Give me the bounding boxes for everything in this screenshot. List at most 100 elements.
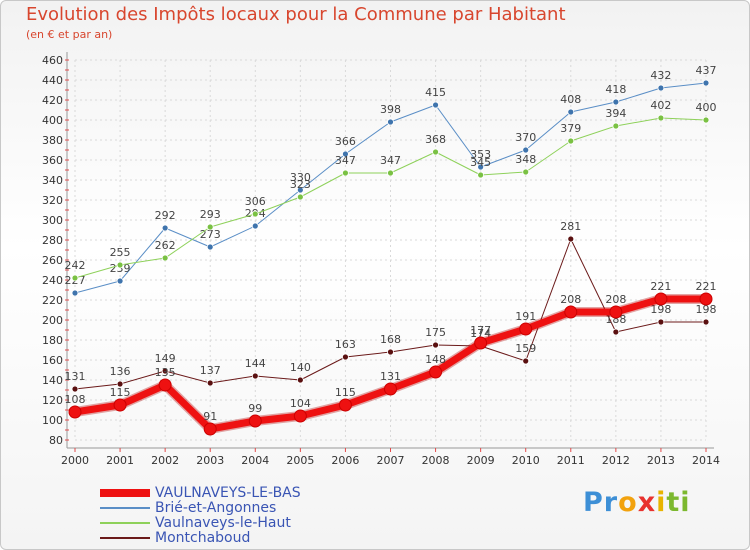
point-bri-et-angonnes	[702, 79, 710, 87]
logo-letter: i	[680, 487, 691, 518]
point-vaulnaveys-le-bas	[203, 422, 217, 436]
point-montchaboud	[657, 318, 665, 326]
data-label-montchaboud: 188	[605, 313, 626, 326]
data-label-montchaboud: 137	[200, 364, 221, 377]
x-tick-label: 2005	[286, 454, 314, 467]
legend-label: Brié-et-Angonnes	[155, 500, 277, 516]
x-tick-label: 2009	[467, 454, 495, 467]
data-label-vaulnaveys-le-haut: 255	[110, 246, 131, 259]
y-tick-label: 300	[42, 214, 63, 227]
point-vaulnaveys-le-bas	[564, 305, 578, 319]
point-vaulnaveys-le-haut	[387, 169, 394, 177]
point-vaulnaveys-le-haut	[161, 254, 169, 262]
x-tick-label: 2011	[557, 454, 585, 467]
data-label-bri-et-angonnes: 239	[110, 262, 131, 275]
legend-swatch	[100, 507, 150, 509]
point-vaulnaveys-le-haut	[342, 169, 349, 177]
point-vaulnaveys-le-bas	[68, 405, 82, 419]
point-bri-et-angonnes	[567, 108, 575, 116]
y-tick-label: 140	[42, 374, 63, 387]
data-label-vaulnaveys-le-bas: 108	[65, 393, 86, 406]
data-label-vaulnaveys-le-haut: 348	[515, 153, 536, 166]
data-label-bri-et-angonnes: 418	[605, 83, 626, 96]
data-label-bri-et-angonnes: 408	[560, 93, 581, 106]
point-vaulnaveys-le-bas	[248, 414, 262, 428]
legend-swatch	[100, 489, 150, 497]
point-bri-et-angonnes	[161, 224, 169, 232]
y-tick-label: 460	[42, 54, 63, 67]
data-label-montchaboud: 140	[290, 361, 311, 374]
x-tick-label: 2004	[241, 454, 269, 467]
point-vaulnaveys-le-haut	[612, 122, 620, 130]
point-vaulnaveys-le-haut	[71, 274, 79, 282]
data-label-montchaboud: 163	[335, 338, 356, 351]
y-tick-label: 260	[42, 254, 63, 267]
legend-swatch	[100, 537, 150, 539]
legend-label: VAULNAVEYS-LE-BAS	[155, 485, 301, 501]
data-label-vaulnaveys-le-haut: 345	[470, 156, 491, 169]
y-tick-label: 120	[42, 394, 63, 407]
y-tick-label: 160	[42, 354, 63, 367]
logo-letter: x	[637, 487, 657, 518]
y-tick-label: 420	[42, 94, 63, 107]
data-label-montchaboud: 174	[470, 327, 491, 340]
data-label-vaulnaveys-le-bas: 221	[696, 280, 717, 293]
point-vaulnaveys-le-bas	[474, 336, 488, 350]
data-label-vaulnaveys-le-haut: 293	[200, 208, 221, 221]
point-vaulnaveys-le-haut	[657, 114, 665, 122]
logo-letter: o	[618, 487, 638, 518]
point-vaulnaveys-le-bas	[609, 305, 623, 319]
x-tick-label: 2000	[61, 454, 89, 467]
point-vaulnaveys-le-haut	[522, 168, 530, 176]
x-tick-label: 2013	[647, 454, 675, 467]
data-label-bri-et-angonnes: 330	[290, 171, 311, 184]
data-label-vaulnaveys-le-bas: 148	[425, 353, 446, 366]
data-label-montchaboud: 149	[155, 352, 176, 365]
data-label-vaulnaveys-le-haut: 394	[605, 107, 626, 120]
point-bri-et-angonnes	[612, 98, 620, 106]
point-vaulnaveys-le-haut	[251, 210, 259, 218]
y-tick-label: 360	[42, 154, 63, 167]
legend-swatch	[100, 522, 150, 524]
point-bri-et-angonnes	[71, 289, 79, 297]
data-label-bri-et-angonnes: 353	[470, 148, 491, 161]
point-vaulnaveys-le-bas	[429, 365, 443, 379]
data-label-vaulnaveys-le-bas: 191	[515, 310, 536, 323]
point-bri-et-angonnes	[116, 277, 124, 285]
point-bri-et-angonnes	[387, 118, 394, 126]
data-label-vaulnaveys-le-haut: 306	[245, 195, 266, 208]
logo-letter: P	[583, 487, 604, 518]
point-bri-et-angonnes	[657, 84, 665, 92]
point-montchaboud	[522, 357, 530, 365]
logo-letter: r	[603, 487, 619, 518]
x-tick-label: 2014	[692, 454, 720, 467]
y-tick-label: 240	[42, 274, 63, 287]
data-label-vaulnaveys-le-haut: 262	[155, 239, 176, 252]
y-tick-label: 320	[42, 194, 63, 207]
data-label-vaulnaveys-le-bas: 221	[650, 280, 671, 293]
point-montchaboud	[702, 318, 710, 326]
data-label-montchaboud: 168	[380, 333, 401, 346]
data-label-bri-et-angonnes: 437	[696, 64, 717, 77]
data-label-vaulnaveys-le-bas: 115	[110, 386, 131, 399]
proxiti-logo: Proxiti	[583, 487, 691, 518]
data-label-bri-et-angonnes: 273	[200, 228, 221, 241]
point-vaulnaveys-le-bas	[519, 322, 533, 336]
data-label-vaulnaveys-le-haut: 347	[335, 154, 356, 167]
y-tick-label: 380	[42, 134, 63, 147]
y-tick-label: 200	[42, 314, 63, 327]
point-montchaboud	[296, 376, 304, 384]
data-label-montchaboud: 144	[245, 357, 266, 370]
data-label-vaulnaveys-le-haut: 368	[425, 133, 446, 146]
data-label-vaulnaveys-le-bas: 131	[380, 370, 401, 383]
x-tick-label: 2002	[151, 454, 179, 467]
point-vaulnaveys-le-bas	[699, 292, 713, 306]
point-montchaboud	[116, 380, 124, 388]
data-label-vaulnaveys-le-haut: 323	[290, 178, 311, 191]
data-label-montchaboud: 198	[650, 303, 671, 316]
point-vaulnaveys-le-haut	[567, 137, 575, 145]
data-label-vaulnaveys-le-haut: 379	[560, 122, 581, 135]
y-tick-label: 180	[42, 334, 63, 347]
data-label-vaulnaveys-le-bas: 99	[248, 402, 262, 415]
